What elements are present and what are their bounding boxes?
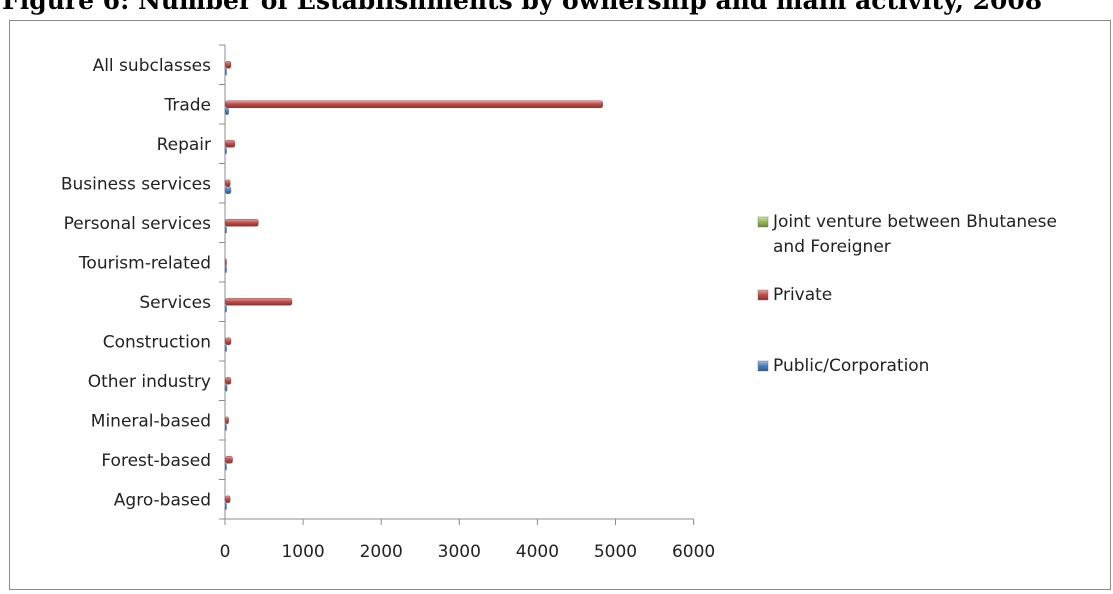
bar-private <box>225 337 232 345</box>
category-label: Personal services <box>64 214 212 234</box>
legend-label: Public/Corporation <box>773 356 929 376</box>
bar-chart: Agro-based Forest-based Mineral-based Other… <box>61 44 1057 562</box>
plot-area: Agro-based Forest-based Mineral-based Other… <box>61 44 715 562</box>
bar-public-corporation <box>225 344 227 352</box>
category-label: Services <box>139 293 211 313</box>
category-label: All subclasses <box>93 56 212 76</box>
bar-public-corporation <box>225 107 229 115</box>
category-label: Agro-based <box>114 490 211 510</box>
value-tick-label: 2000 <box>360 542 403 562</box>
bar-private <box>225 258 227 266</box>
bar-private <box>225 298 293 306</box>
bar-public-corporation <box>225 502 227 510</box>
bar-public-corporation <box>225 147 227 155</box>
category-label: Tourism-related <box>78 253 211 273</box>
bar-private <box>225 495 231 503</box>
bar-public-corporation <box>225 463 227 471</box>
category-label: Mineral-based <box>91 411 211 431</box>
category-label: Trade <box>163 95 211 115</box>
legend-swatch <box>757 360 769 372</box>
bar-private <box>225 377 232 385</box>
value-tick-label: 3000 <box>438 542 481 562</box>
value-tick-label: 1000 <box>281 542 324 562</box>
bar-public-corporation <box>225 423 227 431</box>
legend-swatch <box>757 216 769 228</box>
bar-private <box>225 179 231 187</box>
value-tick-label: 6000 <box>672 542 715 562</box>
category-label: Repair <box>157 135 211 155</box>
category-label: Business services <box>61 174 211 194</box>
figure-title: Figure 6: Number of Establishments by ow… <box>2 0 1043 15</box>
bar-private <box>225 100 603 108</box>
value-tick-label: 4000 <box>516 542 559 562</box>
bar-private <box>225 456 233 464</box>
bar-public-corporation <box>225 384 228 392</box>
category-label: Forest-based <box>101 451 211 471</box>
value-tick-label: 5000 <box>594 542 637 562</box>
category-label: Other industry <box>88 372 211 392</box>
category-label: Construction <box>103 332 211 352</box>
legend-label: Joint venture between Bhutanese and Forei… <box>772 212 1057 257</box>
bar-public-corporation <box>225 265 227 273</box>
legend: Joint venture between Bhutanese and Forei… <box>757 212 1057 376</box>
value-tick-label: 0 <box>220 542 231 562</box>
legend-label: Private <box>773 285 832 305</box>
bar-private <box>225 140 236 148</box>
legend-swatch <box>757 289 769 301</box>
bar-private <box>225 219 259 227</box>
bar-public-corporation <box>225 305 227 313</box>
bar-private <box>225 61 232 69</box>
bar-public-corporation <box>225 68 227 76</box>
chart-frame: Agro-based Forest-based Mineral-based Other… <box>9 20 1111 590</box>
bar-public-corporation <box>225 226 227 234</box>
bar-private <box>225 416 229 424</box>
bar-public-corporation <box>225 186 232 194</box>
